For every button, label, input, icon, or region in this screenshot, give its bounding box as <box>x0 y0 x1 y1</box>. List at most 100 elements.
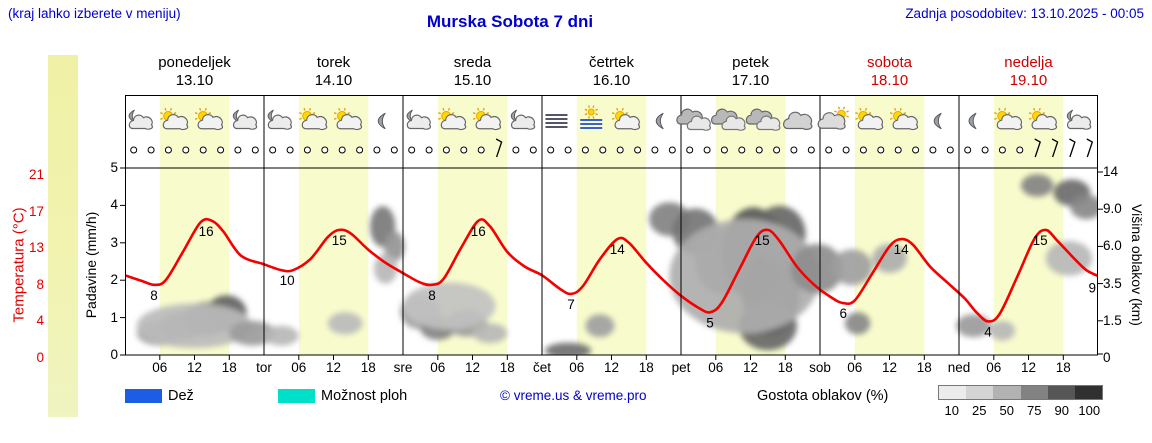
wind-calm-icon <box>269 146 277 154</box>
wind-calm-icon <box>859 146 867 154</box>
wind-calm-icon <box>964 146 972 154</box>
day-name: sreda <box>453 54 492 71</box>
day-name: četrtek <box>588 54 634 71</box>
weather-icon-sun-cloud <box>299 107 328 131</box>
x-tick-boundary-tor: tor <box>256 360 272 375</box>
wind-calm-icon <box>1016 146 1024 154</box>
wind-calm-icon <box>130 146 138 154</box>
rain-legend-label: Dež <box>168 388 194 404</box>
temp-tick-0: 0 <box>36 350 44 365</box>
wind-calm-icon <box>564 146 572 154</box>
cloud-density-swatch-50 <box>993 386 1021 399</box>
x-tick-day3-06: 06 <box>569 360 585 375</box>
cloud-tick-0: 0 <box>1103 350 1111 365</box>
wind-calm-icon <box>529 146 537 154</box>
meteogram-svg: 8 16 10 15 8 16 7 14 5 15 6 14 4 15 9 <box>120 95 1103 360</box>
cloud-density-swatch-10 <box>939 386 967 399</box>
cloud-tick-9.0: 9.0 <box>1103 201 1122 217</box>
weather-icon-moon-cloud <box>510 109 536 130</box>
x-tick-day0-06: 06 <box>152 360 168 375</box>
weather-icon-moon-cloud <box>1066 109 1092 130</box>
weather-icon-moon <box>655 112 664 130</box>
svg-text:6: 6 <box>839 306 847 321</box>
weather-icon-clouds <box>745 108 781 131</box>
x-tick-boundary-sob: sob <box>809 360 831 375</box>
x-tick-day6-06: 06 <box>986 360 1002 375</box>
day-date: 16.10 <box>592 72 631 89</box>
svg-text:8: 8 <box>428 288 436 303</box>
showers-legend-label: Možnost ploh <box>321 388 408 404</box>
cloud-density-scale <box>938 385 1103 400</box>
temp-tick-8: 8 <box>36 276 44 292</box>
wind-calm-icon <box>373 146 381 154</box>
wind-calm-icon <box>703 146 711 154</box>
precip-tick-4: 4 <box>110 197 118 213</box>
svg-text:10: 10 <box>280 273 295 288</box>
svg-text:16: 16 <box>199 224 214 239</box>
x-tick-day6-18: 18 <box>1055 360 1071 375</box>
wind-calm-icon <box>998 146 1006 154</box>
weather-icon-sun-cloud <box>889 107 919 131</box>
x-tick-day4-12: 12 <box>742 360 759 375</box>
weather-icon-moon-cloud <box>406 109 432 130</box>
weather-icon-sun-cloud <box>994 107 1023 131</box>
weather-icon-clouds <box>676 108 712 131</box>
wind-calm-icon <box>460 146 468 154</box>
x-tick-day5-12: 12 <box>881 360 898 375</box>
x-tick-boundary-sre: sre <box>393 360 413 375</box>
axis-tick-marks <box>120 167 1103 360</box>
day-name: petek <box>732 54 769 71</box>
last-update: Zadnja posodobitev: 13.10.2025 - 00:05 <box>905 6 1144 21</box>
day-date: 15.10 <box>453 72 492 89</box>
svg-text:8: 8 <box>150 288 158 303</box>
day-header-četrtek: četrtek 16.10 <box>542 54 682 90</box>
rain-legend-swatch <box>125 389 162 403</box>
weather-icon-moon <box>968 112 977 130</box>
svg-text:5: 5 <box>706 315 714 330</box>
precip-tick-2: 2 <box>110 272 118 288</box>
wind-calm-icon <box>182 146 190 154</box>
day-boundary-lines <box>125 95 1098 355</box>
cloud-density-swatch-100 <box>1074 386 1103 399</box>
weather-icon-moon-cloud <box>128 109 154 130</box>
wind-barb-icon <box>1034 138 1041 158</box>
day-name: torek <box>316 54 351 71</box>
wind-calm-icon <box>321 146 329 154</box>
wind-calm-icon <box>773 146 781 154</box>
wind-calm-icon <box>425 146 433 154</box>
x-tick-boundary-pet: pet <box>671 360 691 375</box>
menu-hint: (kraj lahko izberete v meniju) <box>8 6 181 21</box>
temp-tick-21: 21 <box>28 167 44 182</box>
day-header-nedelja: nedelja 19.10 <box>959 54 1099 90</box>
wind-calm-icon <box>356 146 364 154</box>
cloud-tick-14: 14 <box>1103 164 1119 179</box>
cloud-density-tick: 75 <box>1027 403 1042 418</box>
x-tick-day5-18: 18 <box>916 360 932 375</box>
day-date: 14.10 <box>314 72 353 89</box>
cloud-density-swatch-90 <box>1047 386 1075 399</box>
wind-calm-icon <box>912 146 920 154</box>
day-header-torek: torek 14.10 <box>264 54 404 90</box>
wind-calm-icon <box>842 146 850 154</box>
cloud-height-axis-label: Višina oblakov (km) <box>1129 204 1145 326</box>
weather-icon-sun-cloud <box>855 107 884 131</box>
wind-calm-icon <box>147 146 155 154</box>
wind-calm-icon <box>720 146 728 154</box>
wind-calm-icon <box>164 146 172 154</box>
cloud-tick-3.5: 3.5 <box>1103 275 1122 291</box>
wind-calm-icon <box>477 146 485 154</box>
weather-icon-moon <box>377 112 386 130</box>
cloud-layer <box>136 174 1098 355</box>
day-name: nedelja <box>1004 54 1053 71</box>
copyright-link[interactable]: © vreme.us & vreme.pro <box>500 388 647 403</box>
x-tick-day0-18: 18 <box>221 360 237 375</box>
x-tick-day2-18: 18 <box>499 360 515 375</box>
temperature-curve <box>125 217 1098 323</box>
svg-text:7: 7 <box>567 297 575 312</box>
weather-icon-sun-cloud <box>438 107 467 131</box>
wind-calm-icon <box>790 146 798 154</box>
svg-text:4: 4 <box>984 324 992 339</box>
day-header-ponedeljek: ponedeljek 13.10 <box>125 54 265 90</box>
precip-tick-3: 3 <box>110 234 118 250</box>
